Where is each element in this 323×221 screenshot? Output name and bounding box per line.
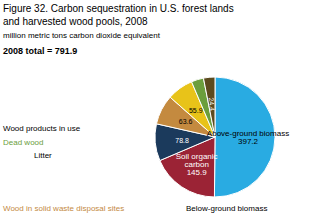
- svg-text:Below-ground biomass: Below-ground biomass: [186, 204, 267, 213]
- svg-text:Dead wood: Dead wood: [3, 138, 43, 147]
- svg-text:2008 total = 791.9: 2008 total = 791.9: [3, 46, 77, 56]
- svg-text:and harvested wood pools, 2008: and harvested wood pools, 2008: [3, 16, 148, 27]
- svg-text:Litter: Litter: [34, 151, 52, 160]
- svg-text:Wood products in use: Wood products in use: [3, 124, 81, 133]
- svg-text:Soil organic: Soil organic: [175, 152, 218, 161]
- svg-text:Wood in solid waste disposal s: Wood in solid waste disposal sites: [3, 204, 124, 213]
- svg-text:million metric tons carbon dio: million metric tons carbon dioxide equiv…: [3, 31, 161, 40]
- svg-text:55.9: 55.9: [189, 107, 203, 114]
- svg-text:397.2: 397.2: [238, 137, 259, 146]
- svg-text:24.4: 24.4: [208, 97, 216, 111]
- svg-text:63.6: 63.6: [179, 118, 193, 125]
- svg-text:Figure 32. Carbon sequestratio: Figure 32. Carbon sequestration in U.S. …: [3, 3, 234, 14]
- svg-text:78.8: 78.8: [175, 137, 189, 144]
- svg-text:145.9: 145.9: [187, 168, 208, 177]
- svg-text:Above-ground biomass: Above-ground biomass: [206, 128, 290, 138]
- svg-text:carbon: carbon: [184, 160, 209, 169]
